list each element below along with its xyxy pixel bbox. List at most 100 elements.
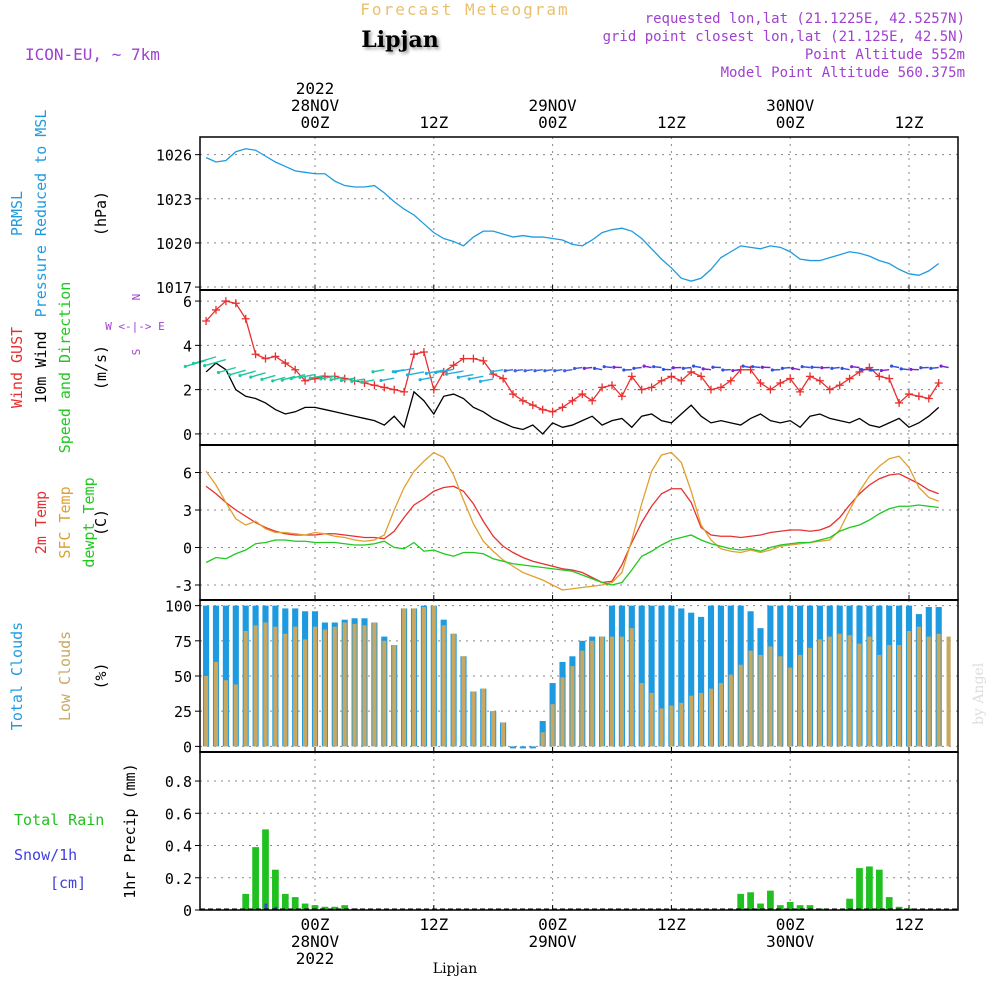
bar-snow: [274, 906, 278, 910]
y-tick-label: 1017: [156, 279, 192, 297]
wind-direction-arrow: [330, 376, 345, 381]
gust-marker: [726, 376, 735, 385]
bar-total-clouds: [232, 605, 239, 747]
y-tick-label: 3: [183, 502, 192, 520]
y-tick-label: 1026: [156, 147, 192, 165]
wind-arrow-head: [350, 379, 354, 383]
wind-arrow-head: [820, 366, 824, 370]
wind-direction-arrow: [320, 375, 335, 380]
bar-total-rain: [846, 898, 853, 910]
bar-low-clouds: [293, 626, 298, 747]
bottom-time-label: 12Z: [895, 915, 924, 934]
top-time-label: 28NOV: [291, 96, 340, 115]
bar-low-clouds: [411, 608, 417, 747]
wind-direction-arrow: [407, 371, 425, 376]
bar-low-clouds: [748, 650, 753, 747]
bar-low-clouds: [481, 688, 486, 747]
wind-arrow-head: [523, 369, 527, 373]
gust-marker: [924, 394, 933, 403]
gust-marker: [697, 372, 706, 381]
series-line-prmsl: [205, 148, 940, 282]
wind-arrow-head: [371, 370, 375, 374]
wind-arrow-head: [298, 375, 302, 379]
gust-marker: [469, 354, 478, 363]
gust-marker: [499, 374, 508, 383]
wind-arrow-head: [289, 376, 293, 381]
wind-arrow-head: [612, 365, 616, 369]
wind-arrow-head: [329, 378, 333, 382]
bar-low-clouds: [451, 633, 456, 747]
bottom-time-label: 12Z: [419, 915, 448, 934]
wind-arrow-head: [191, 361, 196, 365]
y-tick-label: 75: [174, 633, 192, 651]
top-time-label: 30NOV: [766, 96, 815, 115]
bar-low-clouds: [590, 640, 595, 747]
gust-marker: [786, 374, 795, 383]
bar-total-clouds: [668, 605, 675, 747]
bar-low-clouds: [263, 622, 268, 747]
bar-low-clouds: [491, 711, 496, 747]
y-axis-unit-label: (m/s): [92, 345, 110, 390]
bar-total-rain: [786, 901, 794, 910]
precip-legend-label: Total Rain: [14, 811, 104, 829]
panel-clouds: 0 25 50 75 100 (%) Total Clouds Low Clouds: [8, 598, 959, 756]
bar-low-clouds: [788, 667, 793, 747]
wind-arrow-head: [572, 366, 577, 371]
gust-marker: [400, 387, 409, 396]
bar-total-clouds: [648, 605, 655, 747]
bar-low-clouds: [600, 636, 605, 747]
bar-low-clouds: [708, 688, 714, 747]
bar-low-clouds: [847, 635, 852, 747]
wind-direction-arrow: [193, 356, 217, 365]
gust-marker: [776, 379, 785, 387]
y-tick-label: 6: [183, 293, 192, 311]
series-line-sfc-temp: [205, 451, 939, 591]
gust-marker: [845, 374, 854, 383]
gust-marker: [419, 348, 428, 356]
compass-north: N: [130, 294, 143, 301]
bar-low-clouds: [372, 622, 377, 747]
bar-low-clouds: [946, 636, 951, 747]
gust-marker: [825, 385, 834, 394]
bar-low-clouds: [926, 636, 931, 747]
gust-marker: [716, 383, 725, 392]
gust-marker: [756, 379, 765, 387]
wind-arrow-head: [203, 364, 207, 368]
bar-low-clouds: [580, 650, 585, 747]
gust-marker: [677, 376, 686, 385]
wind-direction-arrow: [446, 370, 464, 375]
bar-low-clouds: [550, 704, 555, 747]
y-tick-label: 0.6: [165, 805, 192, 823]
gust-marker: [538, 405, 547, 414]
bar-low-clouds: [233, 684, 238, 747]
wind-arrow-head: [228, 373, 232, 377]
gust-marker: [657, 376, 666, 385]
wind-arrow-head: [592, 366, 597, 370]
wind-arrow-head: [379, 378, 383, 383]
gust-marker: [291, 365, 300, 374]
wind-arrow-head: [308, 376, 312, 380]
bar-low-clouds: [857, 643, 862, 747]
gust-marker: [895, 398, 904, 407]
y-axis-unit-label: (C): [92, 509, 110, 536]
gust-marker: [647, 383, 656, 392]
bar-low-clouds: [906, 630, 912, 747]
gust-marker: [251, 350, 260, 359]
panels: 1017 1020 1023 1026 (hPa) PRMSL Pressure Reduc…: [8, 110, 959, 920]
gust-marker: [875, 372, 884, 381]
bar-total-rain: [272, 869, 279, 910]
wind-arrow-head: [869, 368, 873, 372]
y-tick-label: 0: [183, 738, 192, 756]
wind-arrow-head: [780, 366, 784, 370]
bar-low-clouds: [699, 692, 704, 747]
top-time-label: 12Z: [657, 113, 686, 132]
wind-direction-arrow: [491, 369, 504, 373]
gust-marker: [855, 367, 864, 376]
gust-marker: [598, 383, 607, 392]
bar-low-clouds: [382, 640, 387, 747]
bar-total-rain: [262, 829, 269, 910]
gust-marker: [707, 385, 715, 394]
top-time-label: 29NOV: [529, 96, 578, 115]
panel-frame: [199, 444, 959, 601]
